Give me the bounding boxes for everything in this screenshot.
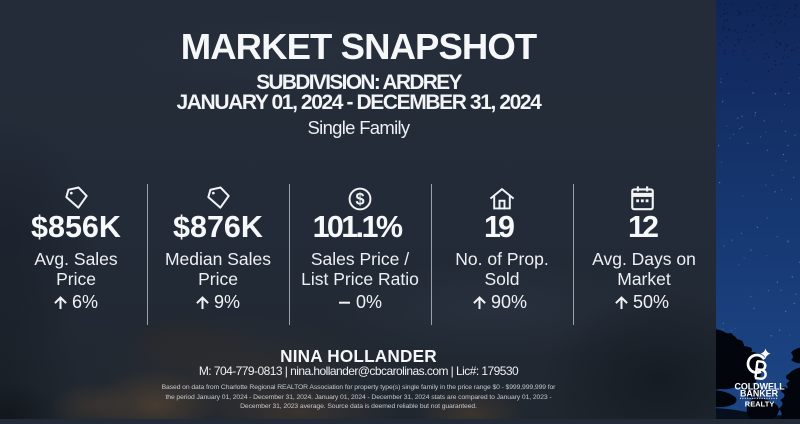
svg-text:$: $ bbox=[355, 191, 364, 209]
svg-text:REALTY: REALTY bbox=[745, 399, 775, 408]
svg-text:BANKER: BANKER bbox=[740, 388, 779, 398]
